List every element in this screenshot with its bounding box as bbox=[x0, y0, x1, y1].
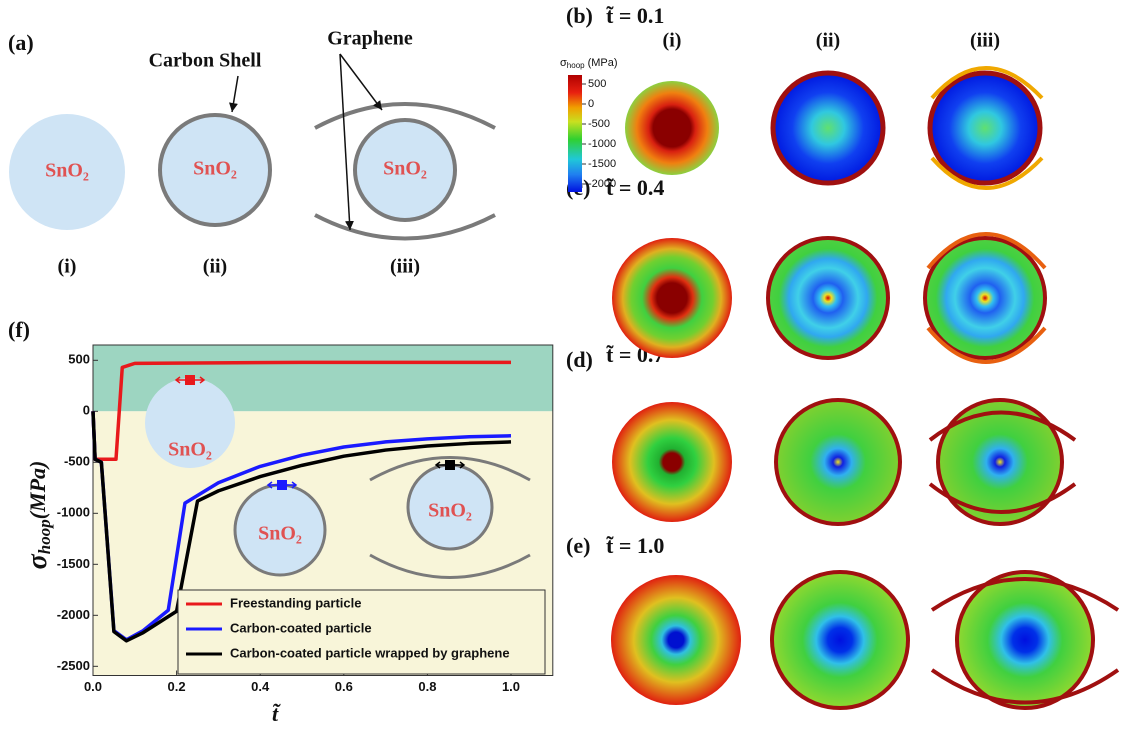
colorbar-tick-label: 500 bbox=[588, 78, 606, 90]
stress-map bbox=[957, 572, 1093, 708]
panel-label: (f) bbox=[8, 317, 30, 342]
colorbar-tick-label: -2000 bbox=[588, 178, 616, 190]
stress-map bbox=[768, 238, 888, 358]
panel-label: (a) bbox=[8, 30, 34, 55]
page-body: { "panel_a": {"label": "(a)", "carbon_sh… bbox=[0, 0, 1122, 744]
legend-label: Carbon-coated particle wrapped by graphe… bbox=[230, 645, 510, 660]
stress-map bbox=[612, 238, 732, 358]
inset-label: SnO₂ bbox=[168, 439, 212, 461]
y-axis-label: σhoop(MPa) bbox=[22, 461, 53, 570]
sublabel: (iii) bbox=[390, 256, 420, 278]
chart: (f) 500 0 -500 -1000 -1500 -2000 -2500 0.0 0.2 0.… bbox=[8, 317, 553, 726]
sublabel: (i) bbox=[58, 256, 77, 278]
colorbar bbox=[568, 75, 582, 192]
colorbar-tick-label: -500 bbox=[588, 118, 610, 130]
legend-label: Carbon-coated particle bbox=[230, 620, 372, 635]
callout-label: Carbon Shell bbox=[149, 50, 262, 72]
stress-map bbox=[930, 73, 1040, 183]
colorbar-title: σhoop(MPa) bbox=[560, 57, 618, 70]
y-tick-label: -500 bbox=[64, 454, 90, 469]
column-label: (i) bbox=[663, 30, 682, 52]
callout-arrow bbox=[340, 54, 350, 230]
sublabel: (ii) bbox=[203, 256, 227, 278]
stress-map bbox=[776, 400, 900, 524]
y-tick-label: 500 bbox=[68, 352, 90, 367]
y-tick-label: -2000 bbox=[57, 607, 90, 622]
x-axis-label: t̃ bbox=[272, 701, 281, 726]
stress-map bbox=[611, 575, 741, 705]
stress-map bbox=[938, 400, 1062, 524]
colorbar-tick-label: -1000 bbox=[588, 138, 616, 150]
callout-arrow bbox=[232, 76, 238, 112]
y-tick-label: -1500 bbox=[57, 556, 90, 571]
row-label: (b) bbox=[566, 3, 593, 28]
y-tick-label: -1000 bbox=[57, 505, 90, 520]
symbol: σ bbox=[22, 553, 53, 569]
inset-label: SnO₂ bbox=[258, 523, 302, 545]
unit: (MPa) bbox=[25, 461, 50, 520]
figure: (a) SnO₂ SnO₂ SnO₂ Carbon Shell Graphene… bbox=[0, 0, 1122, 744]
particle-label: SnO₂ bbox=[383, 158, 427, 180]
page: SnO2 hoop stress figure body { margin: 0… bbox=[0, 0, 1122, 744]
x-tick-label: 0.0 bbox=[84, 679, 102, 694]
y-tick-label: -2500 bbox=[57, 658, 90, 673]
stress-map bbox=[773, 73, 883, 183]
particle-label: SnO₂ bbox=[193, 158, 237, 180]
x-tick-label: 1.0 bbox=[502, 679, 520, 694]
callout-arrow bbox=[340, 54, 382, 110]
stress-map bbox=[772, 572, 908, 708]
panel-a: (a) SnO₂ SnO₂ SnO₂ Carbon Shell Graphene… bbox=[8, 28, 495, 278]
unit: (MPa) bbox=[588, 57, 618, 69]
row-time: t̃ = 0.1 bbox=[606, 3, 664, 28]
legend-label: Freestanding particle bbox=[230, 595, 361, 610]
x-tick-label: 0.4 bbox=[251, 679, 270, 694]
particle-label: SnO₂ bbox=[45, 160, 89, 182]
row-label: (e) bbox=[566, 533, 590, 558]
row-label: (d) bbox=[566, 347, 593, 372]
x-tick-label: 0.6 bbox=[335, 679, 353, 694]
x-tick-label: 0.2 bbox=[168, 679, 186, 694]
y-tick-label: 0 bbox=[83, 403, 90, 418]
inset-label: SnO₂ bbox=[428, 500, 472, 522]
callout-label: Graphene bbox=[327, 28, 413, 50]
stress-map bbox=[625, 81, 719, 175]
stress-maps: (b) t̃ = 0.1 (c) t̃ = 0.4 (d) t̃ = 0.7 (… bbox=[560, 3, 1118, 708]
column-label: (iii) bbox=[970, 30, 1000, 52]
subscript: hoop bbox=[567, 61, 585, 70]
x-tick-label: 0.8 bbox=[418, 679, 436, 694]
stress-map bbox=[925, 238, 1045, 358]
row-time: t̃ = 1.0 bbox=[606, 533, 664, 558]
subscript: hoop bbox=[35, 519, 54, 554]
colorbar-tick-label: -1500 bbox=[588, 158, 616, 170]
colorbar-tick-label: 0 bbox=[588, 98, 594, 110]
stress-map bbox=[612, 402, 732, 522]
column-label: (ii) bbox=[816, 30, 840, 52]
